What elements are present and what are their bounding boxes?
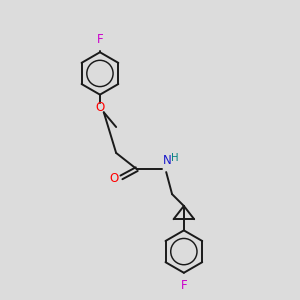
- Text: O: O: [110, 172, 119, 185]
- Text: F: F: [181, 279, 187, 292]
- Text: O: O: [95, 101, 105, 114]
- Text: N: N: [163, 154, 172, 167]
- Text: H: H: [171, 153, 179, 163]
- Text: F: F: [97, 33, 103, 46]
